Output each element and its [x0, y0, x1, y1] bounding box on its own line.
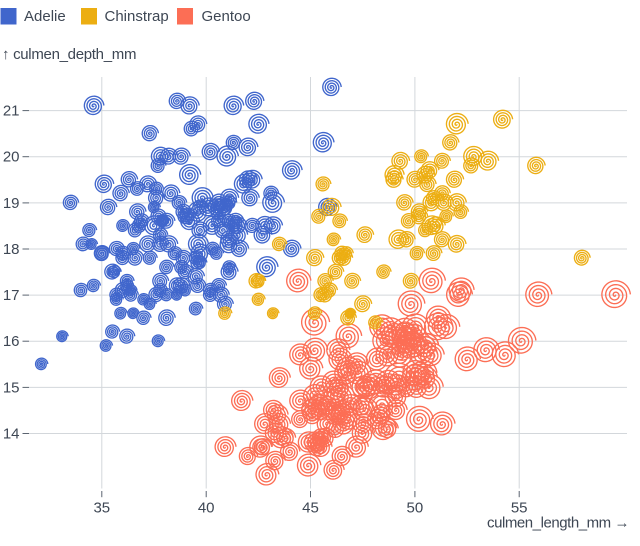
- svg-text:culmen_length_mm →: culmen_length_mm →: [487, 515, 629, 532]
- svg-text:21: 21: [3, 103, 20, 120]
- svg-text:Adelie: Adelie: [24, 8, 66, 25]
- svg-text:55: 55: [511, 500, 528, 517]
- svg-text:20: 20: [3, 149, 20, 166]
- svg-text:17: 17: [3, 287, 20, 304]
- svg-text:15: 15: [3, 379, 20, 396]
- svg-text:14: 14: [3, 426, 20, 443]
- svg-text:35: 35: [93, 500, 110, 517]
- svg-text:18: 18: [3, 241, 20, 258]
- svg-text:Chinstrap: Chinstrap: [105, 8, 169, 25]
- svg-text:Gentoo: Gentoo: [202, 8, 251, 25]
- svg-text:45: 45: [302, 500, 319, 517]
- svg-text:40: 40: [198, 500, 215, 517]
- svg-text:↑ culmen_depth_mm: ↑ culmen_depth_mm: [2, 46, 136, 63]
- svg-text:16: 16: [3, 333, 20, 350]
- svg-text:50: 50: [407, 500, 424, 517]
- svg-text:19: 19: [3, 195, 20, 212]
